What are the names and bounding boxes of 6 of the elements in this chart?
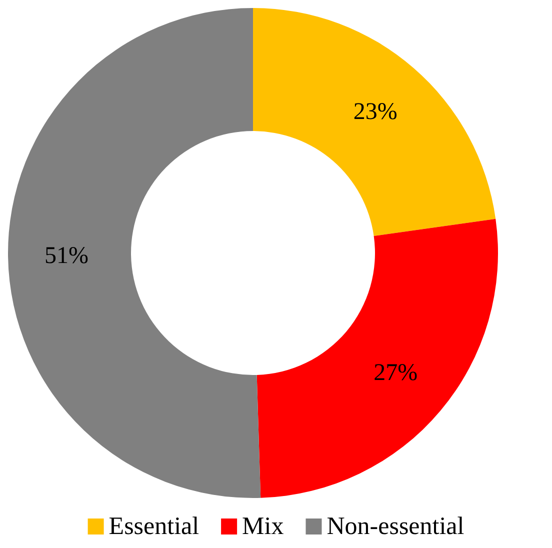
data-label: 23% — [353, 99, 398, 126]
data-label: 27% — [374, 360, 418, 386]
data-label: 51% — [44, 242, 89, 269]
legend-label: Essential — [108, 513, 200, 540]
legend-label: Mix — [242, 513, 284, 540]
legend-label: Non-essential — [326, 513, 464, 540]
